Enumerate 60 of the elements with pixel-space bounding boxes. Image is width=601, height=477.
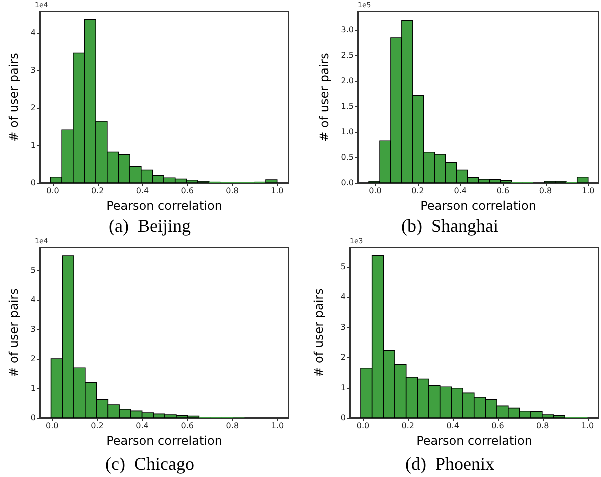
x-tick-label: 0.8 <box>226 186 239 196</box>
y-tick-label: 2 <box>30 354 36 364</box>
y-tick-label: 2.5 <box>341 50 354 60</box>
x-tick-label: 0.4 <box>454 186 467 196</box>
x-tick-label: 1.0 <box>582 186 595 196</box>
y-tick-label: 1.0 <box>341 127 354 136</box>
y-tick-label: 3 <box>30 66 36 75</box>
x-tick-label: 0.0 <box>46 186 60 196</box>
x-tick-label: 0.6 <box>181 186 194 196</box>
y-axis-title: # of user pairs <box>312 288 326 378</box>
x-tick-label: 0.8 <box>536 422 550 430</box>
x-tick-label: 1.0 <box>271 422 284 430</box>
y-tick-label: 1 <box>30 141 36 150</box>
y-tick-label: 2 <box>30 104 36 112</box>
y-tick-label: 3 <box>340 322 346 332</box>
x-tick-label: 0.6 <box>492 422 504 430</box>
x-tick-label: 0.2 <box>412 186 424 196</box>
x-tick-label: 0.4 <box>136 422 149 430</box>
x-tick-label: 0.6 <box>496 186 510 196</box>
y-tick-label: 1.5 <box>341 102 354 111</box>
y-tick-label: 2.0 <box>341 76 354 86</box>
x-tick-label: 1.0 <box>581 422 594 430</box>
x-tick-label: 0.6 <box>181 422 194 430</box>
y-tick-label: 2 <box>340 353 346 362</box>
y-tick-label: 5 <box>340 262 346 272</box>
y-tick-label: 0.0 <box>341 178 354 188</box>
x-axis-title: Pearson correlation <box>420 199 536 213</box>
x-tick-label: 0.8 <box>226 422 240 430</box>
y-tick-label: 4 <box>30 28 36 38</box>
x-tick-label: 0.8 <box>539 186 552 196</box>
x-tick-label: 0.2 <box>92 186 104 196</box>
y-axis-title: # of user pairs <box>7 288 21 378</box>
y-tick-label: 3.0 <box>341 25 354 34</box>
y-axis-title: # of user pairs <box>7 53 21 142</box>
y-tick-label: 3 <box>30 324 36 334</box>
x-axis-title: Pearson correlation <box>416 434 532 448</box>
text: (a) Beijing <box>109 216 191 236</box>
y-tick-label: 0 <box>30 414 36 422</box>
x-tick-label: 0.4 <box>446 422 460 430</box>
y-axis-title: # of user pairs <box>317 53 332 142</box>
x-tick-label: 0.0 <box>46 422 59 430</box>
y-tick-label: 1 <box>30 384 36 393</box>
y-tick-label: 0 <box>30 178 36 188</box>
y-tick-label: 5 <box>30 266 36 275</box>
text: (c) Chicago <box>106 454 194 474</box>
text: (b) Shanghai <box>402 216 498 236</box>
y-tick-label: 0 <box>340 414 346 422</box>
y-tick-label: 4 <box>30 295 36 304</box>
x-tick-label: 0.2 <box>402 422 415 430</box>
x-tick-label: 0.4 <box>136 186 150 196</box>
text: (d) Phoenix <box>406 454 495 474</box>
x-tick-label: 0.2 <box>91 422 104 430</box>
x-tick-label: 0.0 <box>356 422 370 430</box>
x-tick-label: 1.0 <box>270 186 284 196</box>
y-tick-label: 4 <box>340 292 346 302</box>
y-tick-label: 0.5 <box>341 152 354 162</box>
x-axis-title: Pearson correlation <box>106 434 222 448</box>
x-axis-title: Pearson correlation <box>106 199 222 213</box>
y-tick-label: 1 <box>340 383 346 392</box>
x-tick-label: 0.0 <box>369 186 382 196</box>
